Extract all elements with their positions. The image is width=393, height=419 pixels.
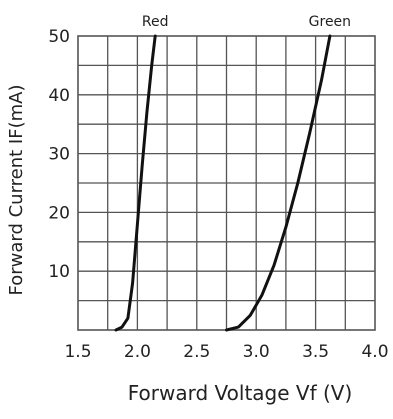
series-label-red: Red xyxy=(142,14,169,30)
y-tick-label: 30 xyxy=(48,145,70,165)
series-label-green: Green xyxy=(309,14,351,30)
x-tick-label: 1.5 xyxy=(64,342,91,362)
y-tick-label: 20 xyxy=(48,203,70,223)
y-tick-label: 10 xyxy=(48,262,70,282)
x-tick-label: 3.0 xyxy=(243,342,270,362)
y-axis-ticks: 10 20 30 40 50 xyxy=(48,27,70,282)
y-tick-label: 50 xyxy=(48,27,70,47)
x-axis-ticks: 1.5 2.0 2.5 3.0 3.5 4.0 xyxy=(64,342,388,362)
series-labels: Red Green xyxy=(142,14,351,30)
x-tick-label: 2.5 xyxy=(183,342,210,362)
x-tick-label: 2.0 xyxy=(124,342,151,362)
x-axis-label: Forward Voltage Vf (V) xyxy=(128,381,353,405)
series-line-red xyxy=(114,34,157,332)
x-tick-label: 3.5 xyxy=(302,342,329,362)
x-tick-label: 4.0 xyxy=(361,342,388,362)
series-lines xyxy=(114,34,332,332)
y-tick-label: 40 xyxy=(48,86,70,106)
y-axis-label: Forward Current IF(mA) xyxy=(6,85,27,296)
grid xyxy=(77,35,376,331)
series-line-green xyxy=(225,34,332,332)
